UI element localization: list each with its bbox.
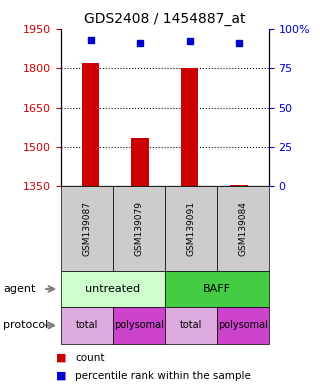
Text: protocol: protocol [3,320,48,331]
Text: GSM139087: GSM139087 [82,201,91,256]
Text: GSM139084: GSM139084 [238,201,247,256]
Text: polysomal: polysomal [218,320,268,331]
Text: ■: ■ [56,353,66,363]
Text: BAFF: BAFF [203,284,231,294]
Title: GDS2408 / 1454887_at: GDS2408 / 1454887_at [84,12,245,26]
Text: GSM139079: GSM139079 [134,201,143,256]
Text: total: total [180,320,202,331]
Text: polysomal: polysomal [114,320,164,331]
Text: GSM139091: GSM139091 [186,201,195,256]
Text: untreated: untreated [85,284,140,294]
Text: ■: ■ [56,371,66,381]
Text: percentile rank within the sample: percentile rank within the sample [75,371,251,381]
Bar [230,185,248,186]
Text: total: total [76,320,98,331]
Bar [82,63,99,186]
Text: count: count [75,353,105,363]
Bar [181,68,198,186]
Text: agent: agent [3,284,36,294]
Bar [132,138,149,186]
